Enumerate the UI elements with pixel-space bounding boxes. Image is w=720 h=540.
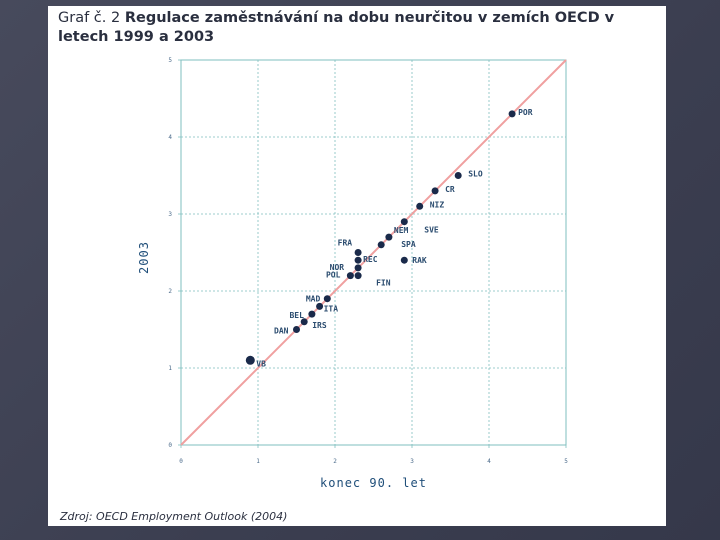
data-point-rak [400, 256, 408, 264]
y-tick-label: 2 [168, 288, 172, 295]
data-label-bel: BEL [289, 311, 304, 320]
x-tick-label: 0 [179, 458, 183, 465]
data-label-spa: SPA [401, 240, 416, 249]
data-point-niz [416, 202, 424, 210]
data-point-sve [400, 218, 408, 226]
y-axis-title: 2003 [137, 241, 151, 274]
data-point-nem [385, 233, 393, 241]
data-label-ita: ITA [324, 304, 339, 313]
plot-frame [180, 59, 567, 446]
x-tick-labels: 0 1 2 3 4 5 [179, 445, 568, 465]
grid [181, 60, 566, 445]
data-label-cr: CR [445, 185, 455, 194]
data-label-vb: VB [256, 359, 266, 368]
reference-diagonal [180, 59, 567, 446]
data-label-slo: SLO [468, 170, 483, 179]
data-point-por [508, 110, 516, 118]
data-label-fin: FIN [376, 279, 391, 288]
x-tick-label: 1 [256, 458, 260, 465]
y-tick-label: 3 [168, 211, 172, 218]
data-label-irs: IRS [312, 321, 327, 330]
data-point-cr [431, 187, 439, 195]
data-point-pol [346, 272, 354, 280]
data-label-por: POR [518, 108, 533, 117]
y-tick-labels: 0 1 2 3 4 5 [168, 57, 181, 449]
data-point-dan [293, 326, 300, 333]
data-point-nor [354, 264, 362, 272]
data-label-mad: MAD [306, 295, 321, 304]
x-tick-label: 4 [487, 458, 491, 465]
data-label-sve: SVE [424, 226, 439, 235]
data-label-nor: NOR [330, 263, 345, 272]
data-point-rec [354, 256, 362, 264]
data-point-bel [308, 310, 316, 318]
data-point-spa [377, 241, 385, 249]
data-label-pol: POL [326, 271, 341, 280]
chart-source: Zdroj: OECD Employment Outlook (2004) [60, 510, 288, 523]
x-axis-title: konec 90. let [320, 476, 427, 490]
y-tick-label: 5 [168, 57, 172, 64]
data-point-slo [454, 172, 462, 179]
y-tick-label: 1 [168, 365, 172, 372]
data-point-ita [316, 302, 324, 310]
data-point-vb [245, 355, 255, 365]
data-label-fra: FRA [338, 239, 353, 248]
x-tick-label: 3 [410, 458, 414, 465]
y-tick-label: 0 [168, 442, 172, 449]
data-point-mad [323, 295, 331, 303]
data-point-fra [354, 249, 362, 256]
data-label-rak: RAK [412, 256, 427, 265]
x-tick-label: 5 [564, 458, 568, 465]
y-tick-label: 4 [168, 134, 172, 141]
data-label-niz: NIZ [430, 200, 445, 209]
data-point-irs [300, 318, 308, 326]
data-label-nem: NEM [394, 226, 409, 235]
data-point-fin [354, 272, 362, 280]
data-label-dan: DAN [274, 327, 289, 336]
chart-title-bold: Regulace zaměstnávání na dobu neurčitou … [58, 10, 615, 45]
chart-title-prefix: Graf č. 2 [58, 10, 125, 26]
x-tick-label: 2 [333, 458, 337, 465]
data-label-rec: REC [363, 255, 378, 264]
chart-title: Graf č. 2 Regulace zaměstnávání na dobu … [58, 9, 658, 47]
